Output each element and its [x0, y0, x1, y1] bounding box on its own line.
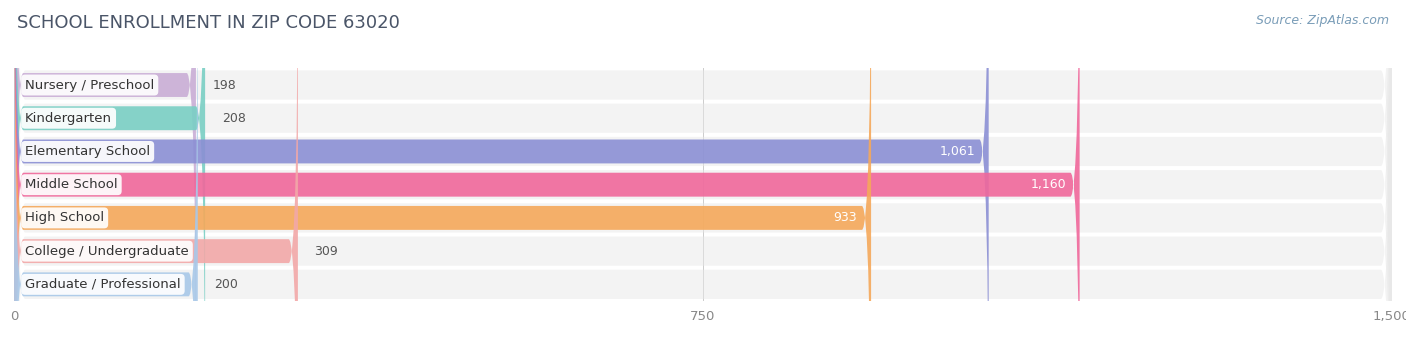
- Text: Graduate / Professional: Graduate / Professional: [25, 278, 181, 291]
- Text: Elementary School: Elementary School: [25, 145, 150, 158]
- Text: Middle School: Middle School: [25, 178, 118, 191]
- Text: SCHOOL ENROLLMENT IN ZIP CODE 63020: SCHOOL ENROLLMENT IN ZIP CODE 63020: [17, 14, 399, 32]
- Text: 200: 200: [214, 278, 238, 291]
- FancyBboxPatch shape: [14, 0, 205, 342]
- Text: 933: 933: [834, 211, 858, 224]
- Text: 309: 309: [315, 245, 339, 258]
- Text: Source: ZipAtlas.com: Source: ZipAtlas.com: [1256, 14, 1389, 27]
- Text: 208: 208: [222, 112, 246, 125]
- FancyBboxPatch shape: [14, 0, 988, 342]
- Text: 1,160: 1,160: [1031, 178, 1066, 191]
- FancyBboxPatch shape: [14, 0, 1392, 342]
- FancyBboxPatch shape: [14, 0, 872, 342]
- FancyBboxPatch shape: [14, 0, 195, 342]
- FancyBboxPatch shape: [14, 0, 1392, 342]
- FancyBboxPatch shape: [14, 0, 298, 342]
- FancyBboxPatch shape: [14, 0, 1392, 342]
- FancyBboxPatch shape: [14, 0, 1392, 342]
- Text: High School: High School: [25, 211, 104, 224]
- Text: College / Undergraduate: College / Undergraduate: [25, 245, 188, 258]
- FancyBboxPatch shape: [14, 0, 1080, 342]
- FancyBboxPatch shape: [14, 0, 1392, 342]
- FancyBboxPatch shape: [14, 0, 198, 342]
- FancyBboxPatch shape: [14, 0, 1392, 342]
- Text: Nursery / Preschool: Nursery / Preschool: [25, 79, 155, 92]
- Text: Kindergarten: Kindergarten: [25, 112, 112, 125]
- FancyBboxPatch shape: [14, 0, 1392, 342]
- Text: 1,061: 1,061: [939, 145, 974, 158]
- Text: 198: 198: [212, 79, 236, 92]
